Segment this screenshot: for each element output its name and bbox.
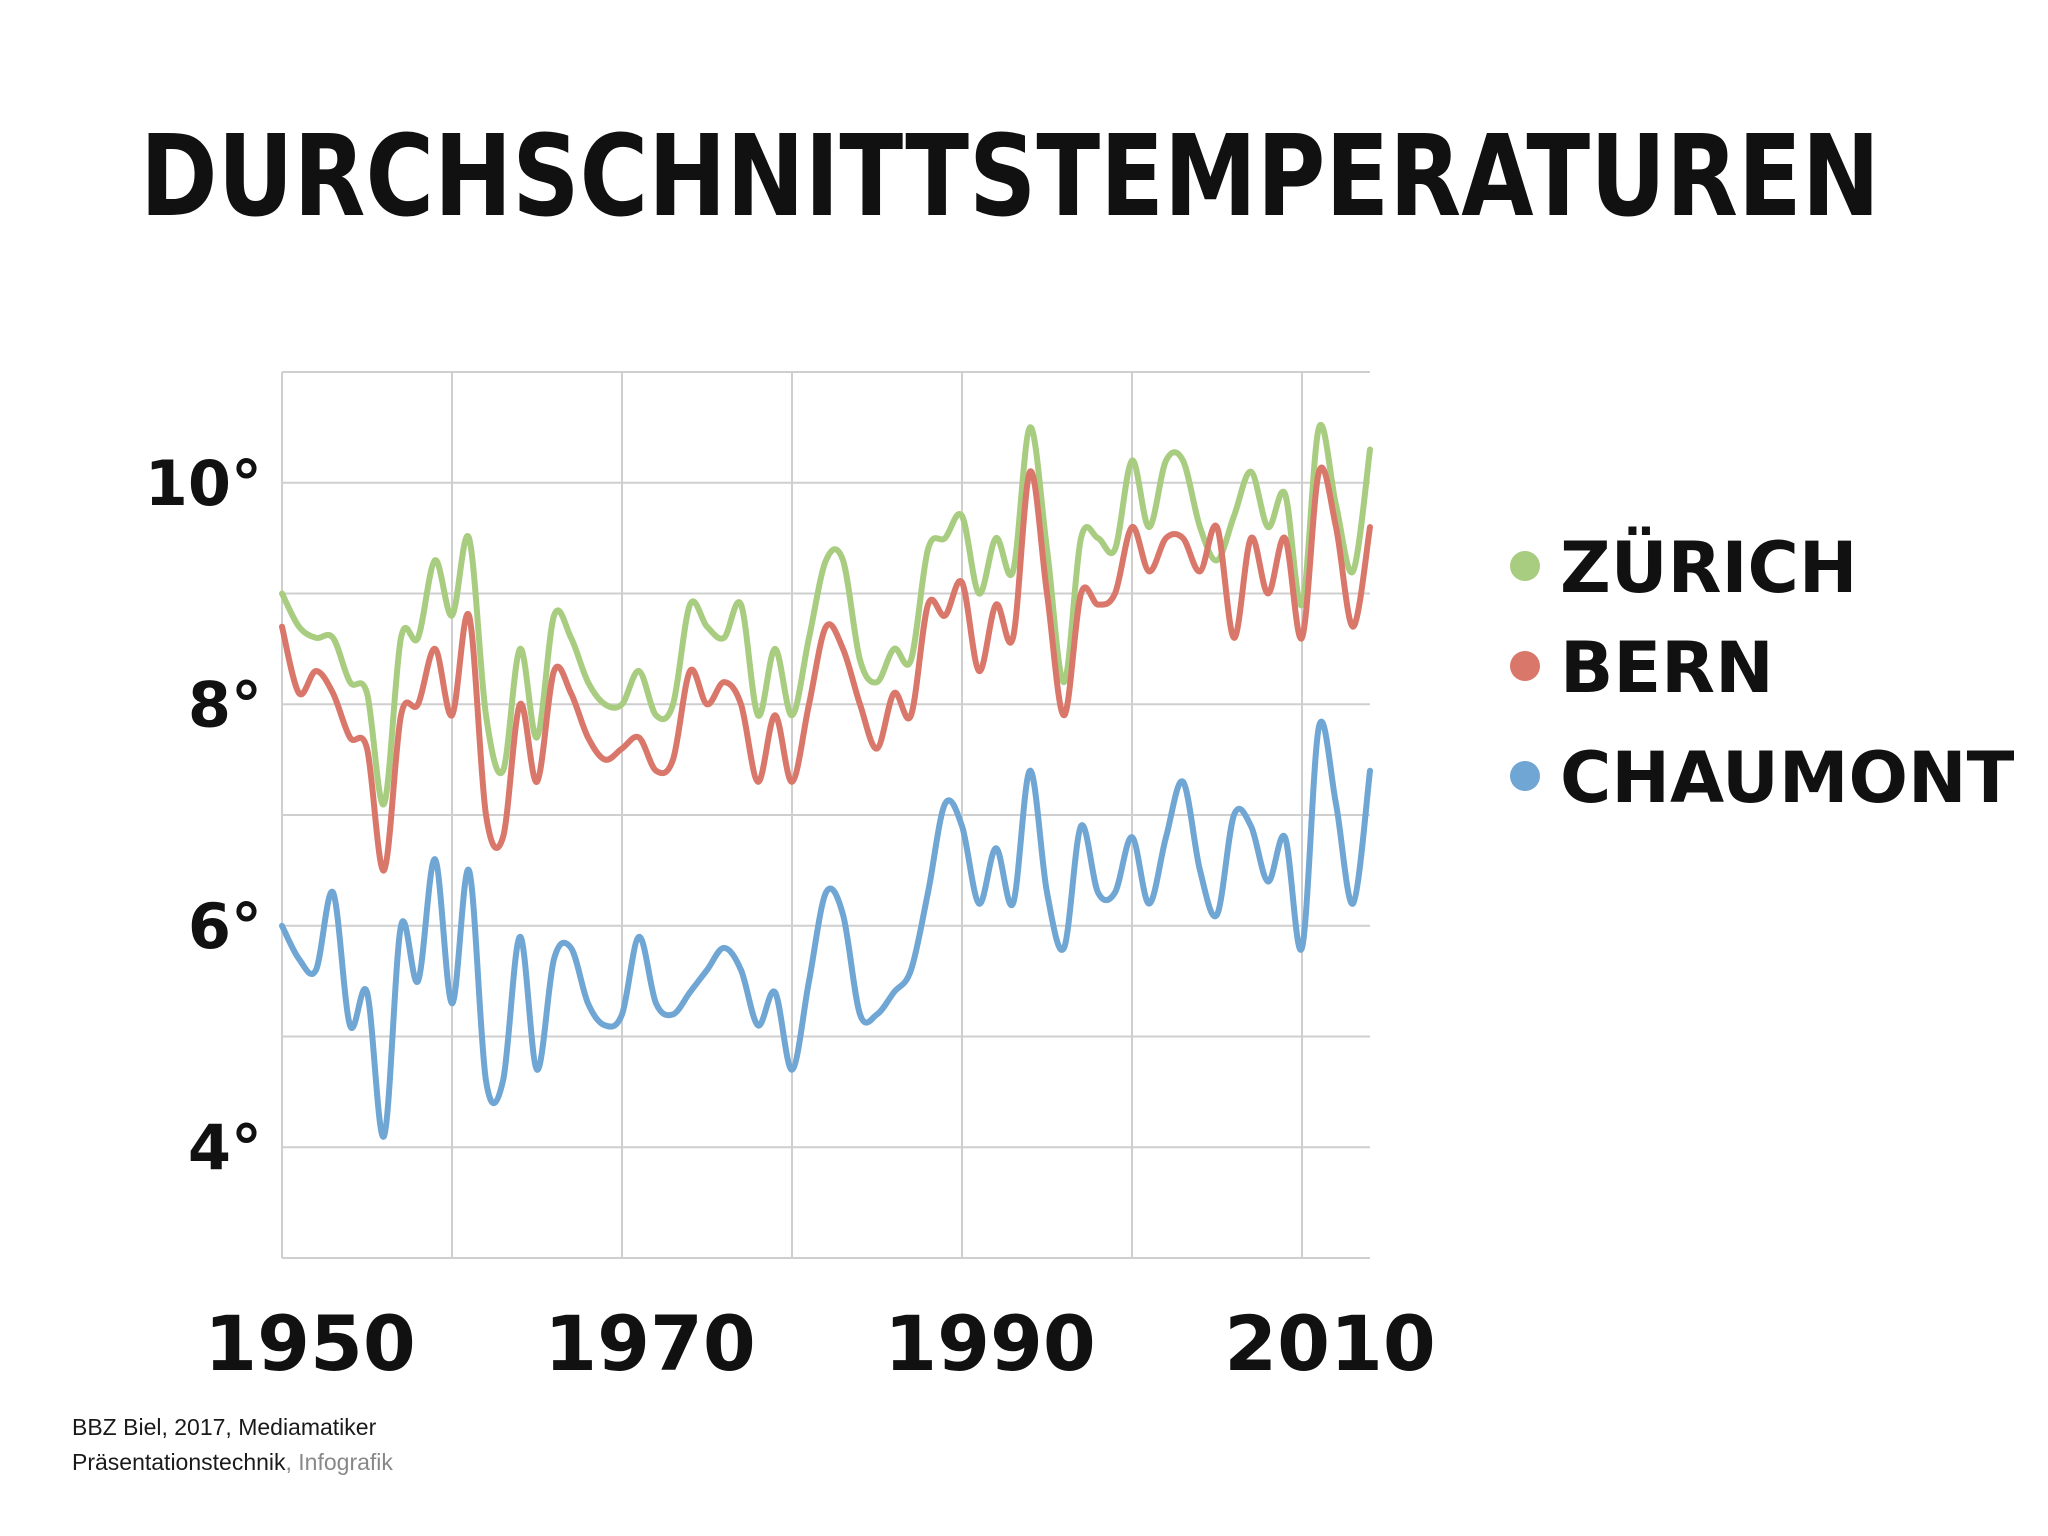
y-tick-label: 8° — [188, 668, 262, 741]
legend-swatch-zrich — [1510, 551, 1540, 581]
x-tick-label: 1970 — [544, 1299, 756, 1388]
series-line-bern — [279, 464, 1373, 874]
legend: ZÜRICH BERN CHAUMONT — [1510, 527, 2015, 819]
caption-line-1: BBZ Biel, 2017, Mediamatiker — [72, 1414, 377, 1440]
y-tick-label: 10° — [145, 447, 262, 520]
legend-swatch-bern — [1510, 651, 1540, 681]
axis-labels: 4° 6° 8° 10° 1950 1970 1990 2010 — [145, 447, 1436, 1388]
caption-line-2: Präsentationstechnik, Infografik — [72, 1445, 393, 1480]
y-tick-label: 6° — [188, 890, 262, 963]
series-line-chaumont — [279, 718, 1373, 1140]
x-tick-label: 1950 — [204, 1299, 416, 1388]
chart-title: DURCHSCHNITTSTEMPERATUREN — [140, 112, 1880, 242]
legend-label-chaumont: CHAUMONT — [1560, 737, 2015, 819]
series-layer — [279, 421, 1373, 1140]
caption-main: Präsentationstechnik — [72, 1449, 286, 1475]
y-tick-label: 4° — [188, 1111, 262, 1184]
series-line-zrich — [279, 421, 1373, 808]
legend-label-zrich: ZÜRICH — [1560, 527, 1858, 609]
legend-swatch-chaumont — [1510, 761, 1540, 791]
legend-label-bern: BERN — [1560, 627, 1774, 709]
caption-muted: , Infografik — [285, 1449, 393, 1475]
source-caption: BBZ Biel, 2017, Mediamatiker Präsentatio… — [72, 1410, 393, 1480]
x-tick-label: 2010 — [1224, 1299, 1436, 1388]
grid-layer — [281, 371, 1370, 1259]
x-tick-label: 1990 — [884, 1299, 1096, 1388]
